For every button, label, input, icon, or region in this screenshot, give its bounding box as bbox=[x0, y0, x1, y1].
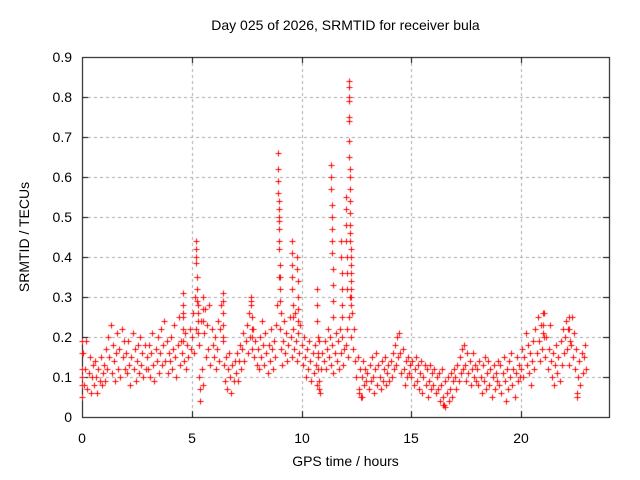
x-tick-label: 20 bbox=[513, 430, 529, 446]
y-tick-label: 0.1 bbox=[52, 369, 72, 385]
y-tick-label: 0.9 bbox=[52, 49, 72, 65]
x-tick-label: 5 bbox=[188, 430, 196, 446]
y-tick-label: 0.4 bbox=[52, 249, 72, 265]
y-axis-label: SRMTID / TECUs bbox=[16, 181, 32, 293]
chart-title: Day 025 of 2026, SRMTID for receiver bul… bbox=[211, 17, 480, 33]
y-tick-label: 0.5 bbox=[52, 209, 72, 225]
y-tick-label: 0.3 bbox=[52, 289, 72, 305]
y-tick-label: 0.8 bbox=[52, 89, 72, 105]
x-axis-label: GPS time / hours bbox=[292, 453, 399, 469]
y-tick-label: 0 bbox=[64, 409, 72, 425]
x-tick-label: 10 bbox=[294, 430, 310, 446]
y-tick-label: 0.2 bbox=[52, 329, 72, 345]
y-tick-label: 0.6 bbox=[52, 169, 72, 185]
x-tick-label: 0 bbox=[78, 430, 86, 446]
x-tick-label: 15 bbox=[403, 430, 419, 446]
y-tick-label: 0.7 bbox=[52, 129, 72, 145]
